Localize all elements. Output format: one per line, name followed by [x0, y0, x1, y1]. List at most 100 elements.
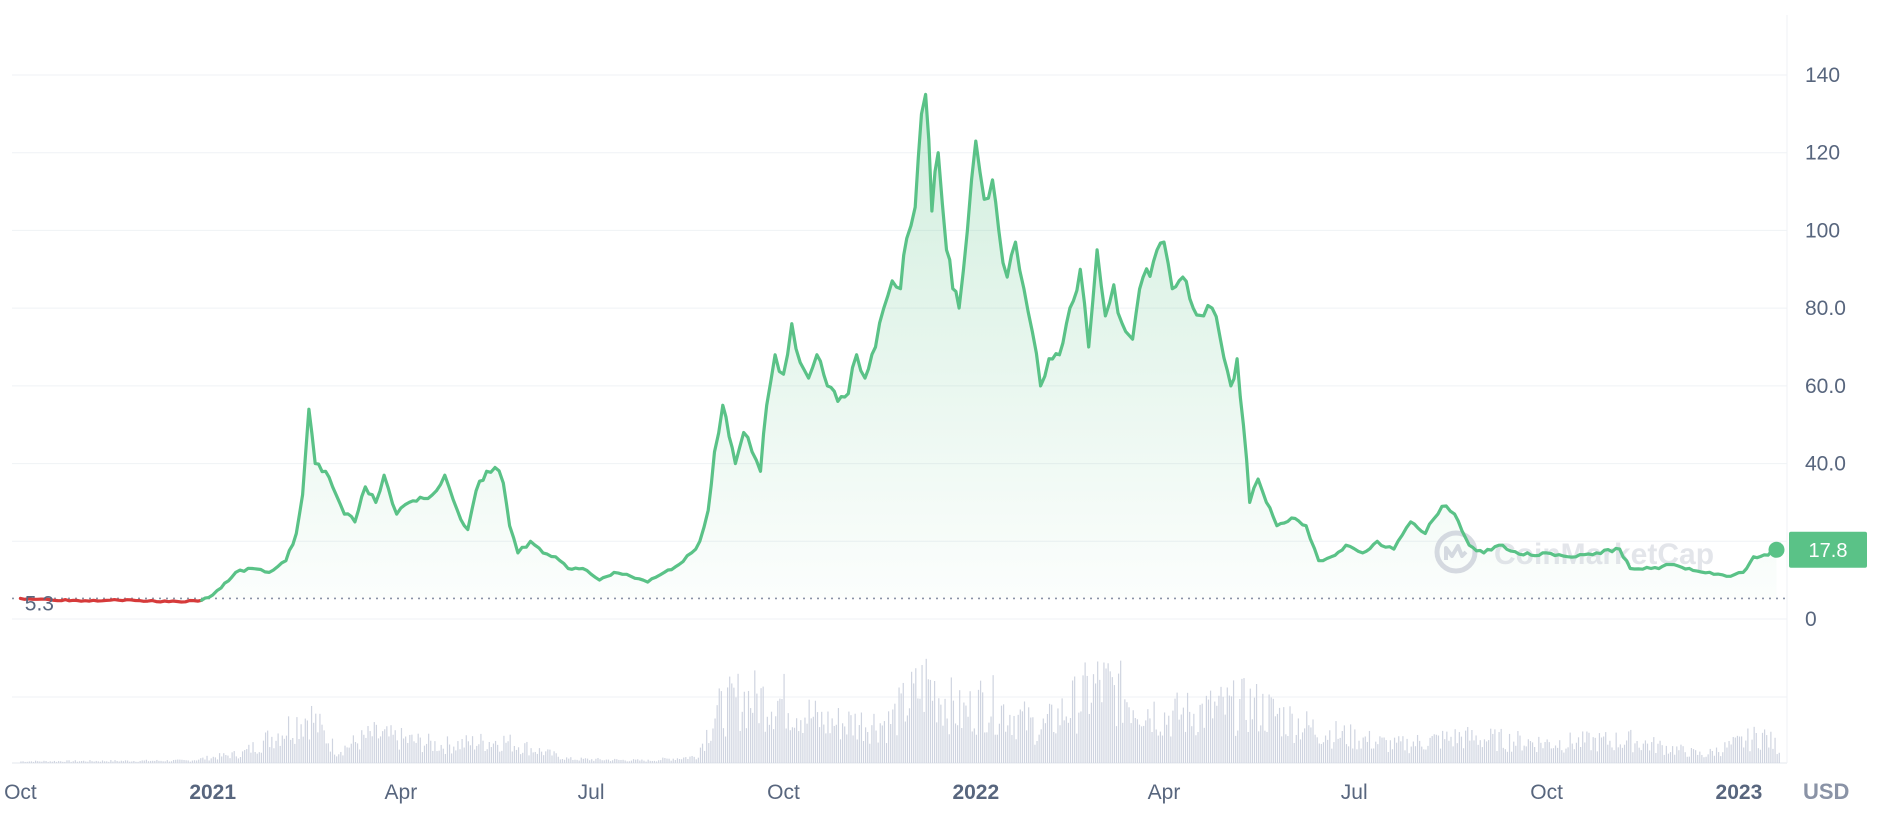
volume-bar: [1262, 693, 1264, 763]
volume-bar: [1320, 743, 1322, 763]
volume-bar: [193, 760, 196, 763]
volume-bar: [191, 760, 193, 763]
volume-bar: [1071, 680, 1074, 763]
volume-bar: [231, 752, 233, 763]
volume-bar: [1527, 739, 1529, 763]
volume-bar: [607, 759, 610, 763]
volume-bar: [917, 698, 919, 763]
volume-bar: [697, 757, 699, 763]
volume-bar: [143, 760, 145, 763]
volume-bar: [835, 724, 837, 763]
volume-bar: [39, 761, 41, 763]
volume-bar: [1000, 705, 1003, 763]
volume-bar: [1189, 711, 1191, 763]
volume-bar: [310, 705, 313, 763]
volume-bar: [1295, 734, 1297, 763]
volume-bar: [672, 758, 674, 763]
volume-bar: [1109, 671, 1111, 763]
x-tick-label: 2021: [189, 781, 236, 804]
volume-bar: [95, 760, 97, 763]
volume-bar: [405, 736, 407, 763]
volume-bar: [593, 760, 595, 763]
volume-bar: [566, 757, 568, 763]
volume-bar: [716, 705, 718, 763]
volume-bar: [346, 747, 348, 763]
volume-bar: [152, 760, 154, 763]
volume-bar: [766, 716, 768, 763]
volume-bar: [856, 739, 858, 763]
volume-bar: [413, 741, 415, 763]
volume-bar: [768, 724, 771, 763]
volume-bar: [425, 743, 428, 763]
volume-bar: [727, 687, 729, 763]
volume-bar: [1255, 684, 1258, 763]
volume-bar: [645, 761, 647, 763]
price-line: [18, 92, 1779, 604]
volume-bar: [735, 697, 737, 763]
volume-bar: [1201, 703, 1203, 763]
volume-bar: [1182, 707, 1184, 763]
volume-bar: [708, 743, 710, 763]
volume-bar: [156, 759, 158, 763]
volume-bar: [1500, 728, 1502, 763]
volume-bar: [701, 743, 704, 763]
volume-bar: [402, 738, 405, 763]
volume-bar: [1536, 752, 1538, 763]
volume-bar: [1337, 738, 1339, 763]
volume-bar: [614, 758, 616, 763]
volume-bar: [1577, 737, 1580, 763]
volume-bar: [812, 716, 814, 763]
volume-bar: [1186, 692, 1189, 763]
volume-bar: [271, 736, 273, 763]
volume-bar: [1274, 716, 1276, 763]
volume-bar: [1603, 736, 1605, 763]
volume-bar: [802, 732, 804, 763]
volume-bar: [551, 755, 553, 763]
volume-bar: [1669, 752, 1672, 763]
volume-bar: [1634, 743, 1636, 763]
volume-bar: [93, 761, 95, 763]
volume-bar: [1768, 747, 1770, 763]
volume-bar: [392, 734, 394, 763]
volume-bar: [1111, 677, 1113, 763]
volume-bar: [658, 760, 660, 763]
volume-bar: [931, 700, 934, 763]
volume-bar: [1235, 735, 1237, 763]
volume-bar: [885, 743, 888, 763]
volume-bar: [965, 705, 967, 763]
volume-bar: [428, 733, 430, 763]
volume-bar: [1241, 678, 1243, 763]
volume-bar: [1061, 698, 1063, 763]
volume-bar: [149, 760, 152, 763]
volume-bar: [210, 758, 212, 763]
volume-bar: [888, 711, 890, 763]
volume-bar: [206, 755, 208, 763]
volume-bar: [1492, 733, 1494, 763]
volume-bar: [1490, 728, 1492, 763]
volume-bar: [407, 742, 409, 763]
volume-bar: [1103, 662, 1105, 763]
volume-bar: [1368, 730, 1371, 763]
volume-bar: [505, 742, 507, 763]
volume-bar: [198, 759, 200, 763]
volume-bar: [1736, 735, 1739, 763]
volume-bar: [1734, 737, 1736, 763]
volume-bar: [982, 692, 984, 763]
volume-bar: [1067, 722, 1069, 763]
volume-bar: [948, 734, 950, 763]
volume-bar: [597, 757, 599, 763]
volume-bar: [455, 750, 457, 763]
volume-bar: [145, 759, 147, 763]
volume-bar: [739, 730, 741, 763]
volume-bar: [925, 658, 927, 763]
volume-bar: [1316, 737, 1318, 763]
volume-bar: [1017, 714, 1019, 763]
volume-bar: [1435, 734, 1437, 763]
volume-bar: [532, 752, 534, 763]
volume-bar: [1097, 661, 1099, 763]
volume-bar: [490, 747, 492, 763]
volume-bar: [1272, 698, 1274, 763]
volume-bar: [1402, 736, 1404, 763]
volume-bar: [879, 723, 881, 763]
volume-bar: [1266, 731, 1268, 763]
